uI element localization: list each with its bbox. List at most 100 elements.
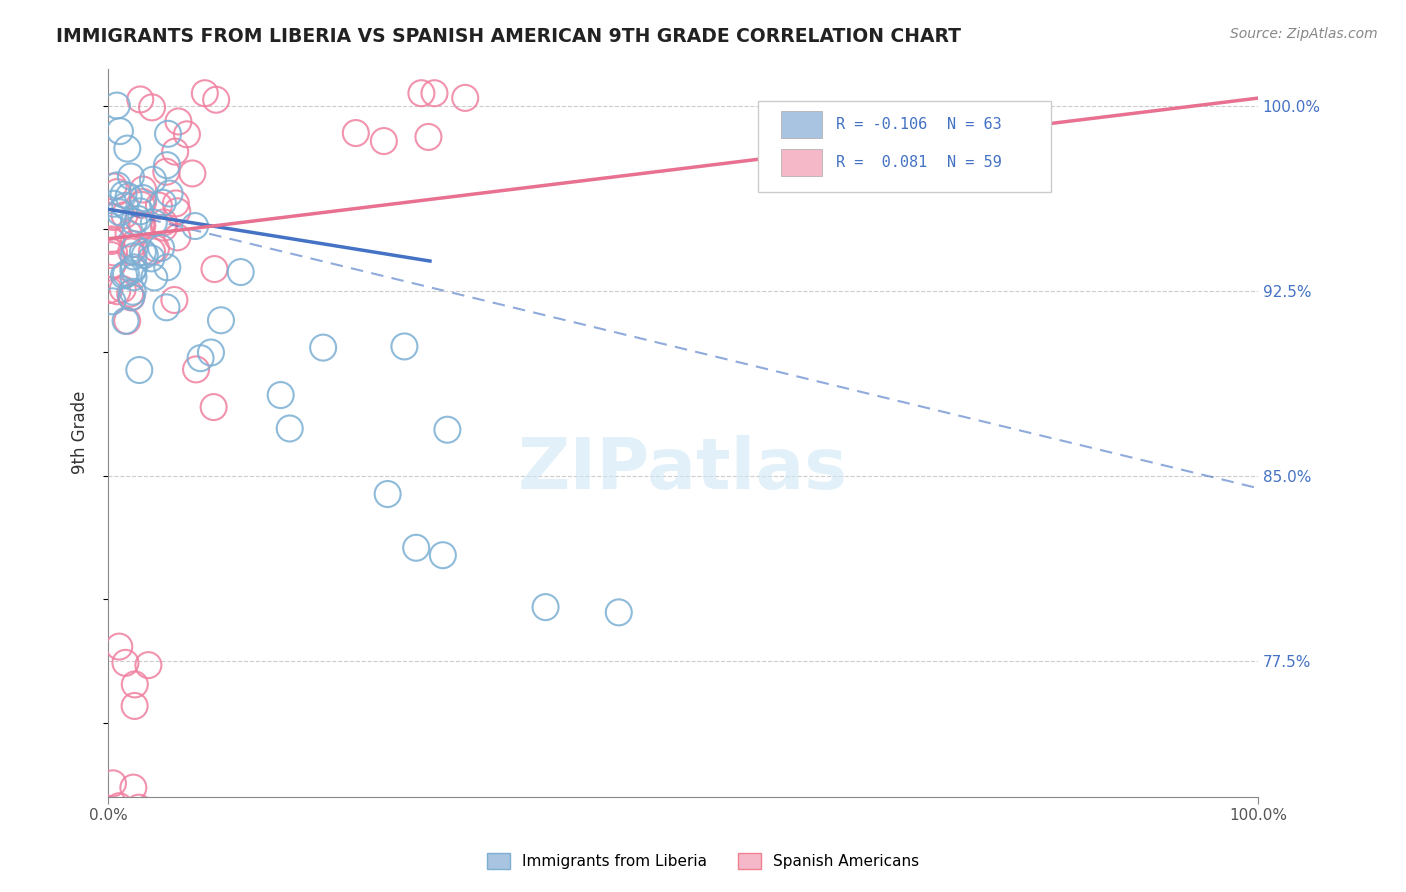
Point	[114, 314, 136, 328]
Point	[132, 182, 155, 196]
Point	[131, 198, 153, 212]
Point	[166, 204, 188, 219]
Point	[105, 98, 128, 112]
Point	[120, 286, 142, 301]
Point	[153, 220, 176, 235]
Point	[124, 698, 146, 713]
Point	[159, 186, 181, 201]
Point	[156, 260, 179, 275]
Point	[132, 195, 155, 210]
Point	[405, 541, 427, 555]
Point	[105, 284, 128, 298]
Point	[204, 262, 226, 277]
Point	[145, 242, 167, 256]
Point	[122, 249, 145, 263]
Point	[165, 196, 187, 211]
Point	[122, 237, 145, 252]
Point	[122, 780, 145, 795]
Text: ZIPatlas: ZIPatlas	[517, 434, 848, 503]
Point	[142, 216, 165, 230]
Point	[112, 268, 135, 283]
Point	[181, 166, 204, 180]
Point	[312, 341, 335, 355]
Point	[124, 241, 146, 255]
Point	[124, 677, 146, 691]
Point	[229, 265, 252, 279]
Point	[270, 388, 292, 402]
Point	[132, 245, 155, 260]
Point	[128, 363, 150, 377]
Point	[155, 301, 177, 315]
Point	[100, 234, 122, 248]
Point	[122, 215, 145, 229]
Text: R = -0.106: R = -0.106	[835, 117, 927, 132]
Point	[141, 252, 163, 266]
Text: N = 63: N = 63	[948, 117, 1002, 132]
Point	[373, 134, 395, 148]
Point	[176, 128, 198, 142]
Point	[120, 244, 142, 259]
Point	[534, 600, 557, 615]
Point	[205, 93, 228, 107]
Point	[209, 313, 232, 327]
Point	[108, 205, 131, 219]
Point	[607, 606, 630, 620]
Point	[120, 290, 142, 304]
Point	[200, 345, 222, 359]
Point	[142, 173, 165, 187]
Point	[432, 548, 454, 562]
Point	[115, 314, 138, 328]
Point	[127, 211, 149, 226]
Point	[134, 248, 156, 262]
Point	[103, 179, 125, 194]
Point	[418, 130, 440, 145]
Point	[103, 210, 125, 224]
Y-axis label: 9th Grade: 9th Grade	[72, 391, 89, 475]
FancyBboxPatch shape	[758, 102, 1050, 193]
Point	[117, 189, 139, 203]
Point	[377, 487, 399, 501]
Point	[454, 91, 477, 105]
Point	[202, 400, 225, 414]
Point	[103, 196, 125, 211]
Point	[122, 270, 145, 285]
Point	[103, 245, 125, 260]
Point	[436, 423, 458, 437]
Legend: Immigrants from Liberia, Spanish Americans: Immigrants from Liberia, Spanish America…	[481, 847, 925, 875]
Point	[120, 169, 142, 184]
Point	[111, 282, 134, 296]
Text: R =  0.081: R = 0.081	[835, 155, 927, 170]
Point	[108, 640, 131, 654]
Point	[100, 232, 122, 246]
Point	[132, 191, 155, 205]
Point	[165, 145, 187, 159]
Point	[117, 227, 139, 241]
Point	[101, 294, 124, 309]
Point	[115, 267, 138, 281]
Point	[114, 656, 136, 670]
Point	[141, 244, 163, 259]
Point	[114, 208, 136, 222]
Point	[129, 93, 152, 107]
Point	[155, 165, 177, 179]
Point	[411, 86, 433, 100]
Point	[166, 230, 188, 244]
Point	[167, 114, 190, 128]
FancyBboxPatch shape	[780, 112, 823, 137]
Point	[101, 776, 124, 790]
Point	[108, 124, 131, 138]
Point	[143, 270, 166, 285]
Point	[121, 285, 143, 299]
Text: Source: ZipAtlas.com: Source: ZipAtlas.com	[1230, 27, 1378, 41]
Point	[163, 293, 186, 307]
Point	[394, 339, 416, 353]
Point	[423, 86, 446, 100]
Point	[153, 215, 176, 229]
Point	[138, 658, 160, 673]
Point	[141, 100, 163, 114]
Point	[122, 263, 145, 277]
Point	[98, 283, 121, 297]
FancyBboxPatch shape	[780, 149, 823, 176]
Point	[114, 199, 136, 213]
Point	[100, 219, 122, 233]
